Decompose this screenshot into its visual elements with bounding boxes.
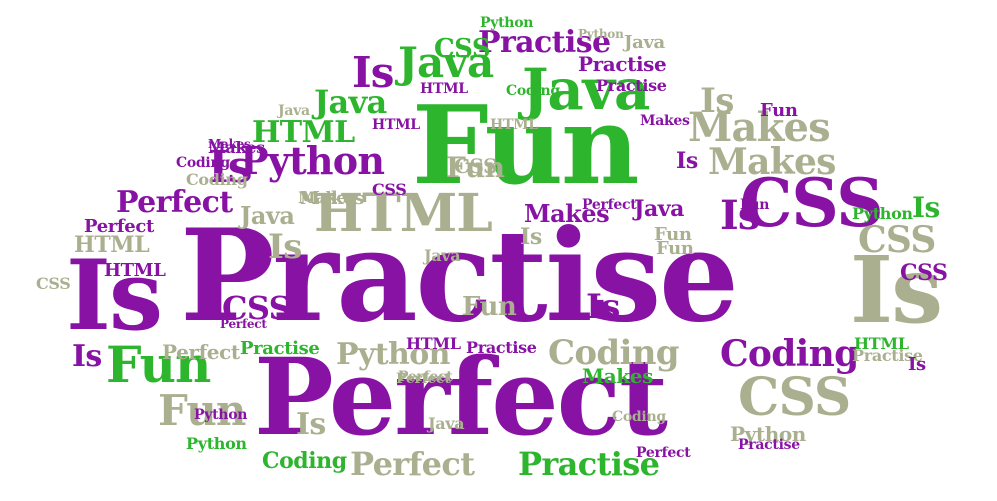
word: Is xyxy=(720,192,760,239)
word: Practise xyxy=(596,76,667,95)
word: Perfect xyxy=(220,317,267,331)
word: Coding xyxy=(506,83,560,99)
word: Python xyxy=(336,337,450,372)
word: Is xyxy=(700,81,734,121)
word: Fun xyxy=(740,197,770,213)
word: Perfect xyxy=(162,340,240,364)
word: HTML xyxy=(406,334,461,353)
word: Is xyxy=(72,339,102,374)
word: Python xyxy=(186,434,247,453)
word: Perfect xyxy=(582,197,637,213)
word: Coding xyxy=(262,448,347,474)
word: Perfect xyxy=(396,371,451,387)
word: Fun xyxy=(760,100,798,121)
word: Java xyxy=(522,57,650,123)
word: HTML xyxy=(74,232,150,258)
word: Fun xyxy=(412,83,640,209)
word: Python xyxy=(578,27,624,41)
word: CSS xyxy=(222,289,292,327)
word: Java xyxy=(314,83,387,121)
word: Fun xyxy=(462,292,517,322)
word: Makes xyxy=(524,199,610,228)
word: Makes xyxy=(582,364,653,388)
word: Perfect xyxy=(350,445,475,483)
word: Is xyxy=(912,191,940,224)
word: Python xyxy=(730,422,806,446)
word: Java xyxy=(624,32,665,53)
word: Practise xyxy=(466,338,537,357)
word: Makes xyxy=(208,138,265,157)
word: Perfect xyxy=(254,334,668,459)
word: Is xyxy=(208,142,252,193)
word: Java xyxy=(634,196,684,222)
word: Is xyxy=(268,227,302,267)
word: Fun xyxy=(446,151,505,184)
word: Python xyxy=(480,15,534,31)
word: Python xyxy=(852,204,913,223)
word: Practise xyxy=(180,202,739,350)
word: Is xyxy=(520,224,542,250)
word: Perfect xyxy=(636,445,691,461)
word: HTML xyxy=(104,260,166,281)
word: CSS xyxy=(434,34,491,64)
word: Perfect xyxy=(84,216,154,237)
word: Fun xyxy=(656,238,694,259)
word: Coding xyxy=(186,170,248,189)
word: Fun xyxy=(158,386,246,435)
word: Is xyxy=(850,236,943,344)
word: Is xyxy=(676,148,698,174)
word: CSS xyxy=(738,367,851,428)
word: Practise xyxy=(738,437,800,453)
word: Perfect xyxy=(116,185,233,220)
word: Is xyxy=(352,48,394,97)
word: HTML xyxy=(252,115,355,150)
word: Is xyxy=(908,354,926,375)
word: HTML xyxy=(420,81,468,97)
word: Practise xyxy=(852,346,923,365)
word: Makes xyxy=(708,141,836,183)
word: Java xyxy=(398,38,494,87)
word: HTML xyxy=(490,117,538,133)
word: HTML xyxy=(854,334,909,353)
word: Coding xyxy=(720,333,859,375)
word: CSS xyxy=(900,260,948,286)
word: Makes xyxy=(298,188,355,207)
word: Perfect xyxy=(398,369,453,385)
word: Makes xyxy=(688,104,831,151)
word: Is xyxy=(586,287,620,327)
word: CSS xyxy=(36,274,71,293)
word: Java xyxy=(428,414,465,433)
word: Coding xyxy=(548,333,680,373)
word: Practise xyxy=(240,338,320,359)
word: HTML xyxy=(372,117,420,133)
word: Coding xyxy=(612,409,666,425)
word: Fun xyxy=(654,224,692,245)
word: Practise xyxy=(478,25,611,60)
word: Fun xyxy=(106,335,211,394)
word: Makes xyxy=(208,137,251,151)
word: Makes xyxy=(300,188,364,209)
word: CSS xyxy=(858,219,936,261)
word: CSS xyxy=(372,180,407,199)
word: CSS xyxy=(454,154,498,178)
word: Practise xyxy=(518,445,660,483)
word: CSS xyxy=(740,164,884,242)
word: Java xyxy=(424,246,461,265)
word: Python xyxy=(194,407,248,423)
word: Practise xyxy=(578,52,667,76)
word: Java xyxy=(278,103,310,119)
word: Makes xyxy=(640,113,690,129)
word: Coding xyxy=(176,155,230,171)
word: HTML xyxy=(314,183,493,244)
word: Python xyxy=(240,138,385,183)
word: Is xyxy=(66,239,163,352)
word: Is xyxy=(296,407,326,442)
word: Java xyxy=(240,201,295,230)
